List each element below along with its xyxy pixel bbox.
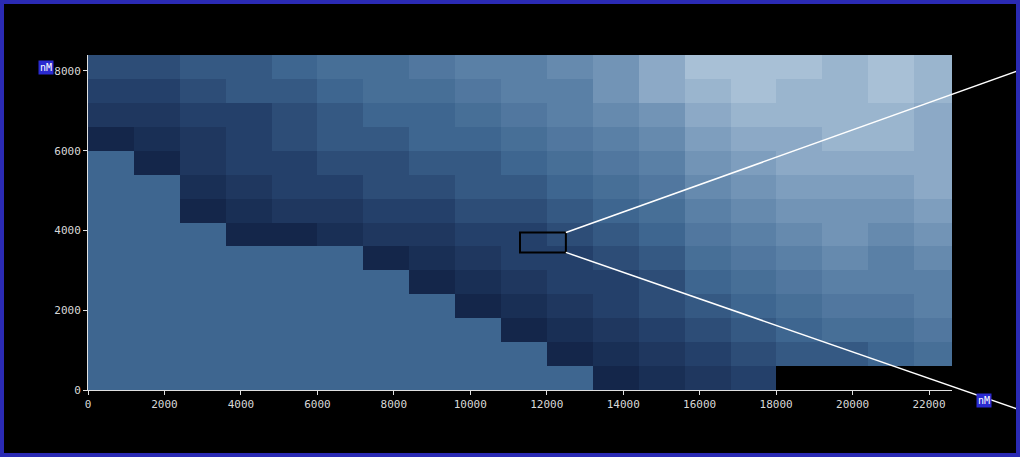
svg-text:2000: 2000	[151, 398, 178, 411]
svg-text:16000: 16000	[683, 398, 716, 411]
svg-text:10000: 10000	[454, 398, 487, 411]
svg-text:0: 0	[85, 398, 92, 411]
svg-text:nM: nM	[40, 62, 52, 73]
svg-text:20000: 20000	[836, 398, 869, 411]
svg-text:8000: 8000	[381, 398, 408, 411]
svg-text:8000: 8000	[54, 65, 81, 78]
svg-text:nM: nM	[978, 395, 990, 406]
svg-text:22000: 22000	[912, 398, 945, 411]
svg-text:4000: 4000	[228, 398, 255, 411]
svg-text:4000: 4000	[54, 224, 81, 237]
svg-text:18000: 18000	[760, 398, 793, 411]
svg-text:12000: 12000	[530, 398, 563, 411]
svg-text:14000: 14000	[607, 398, 640, 411]
svg-text:6000: 6000	[54, 145, 81, 158]
svg-text:2000: 2000	[54, 304, 81, 317]
svg-text:6000: 6000	[304, 398, 331, 411]
svg-text:0: 0	[74, 384, 81, 397]
